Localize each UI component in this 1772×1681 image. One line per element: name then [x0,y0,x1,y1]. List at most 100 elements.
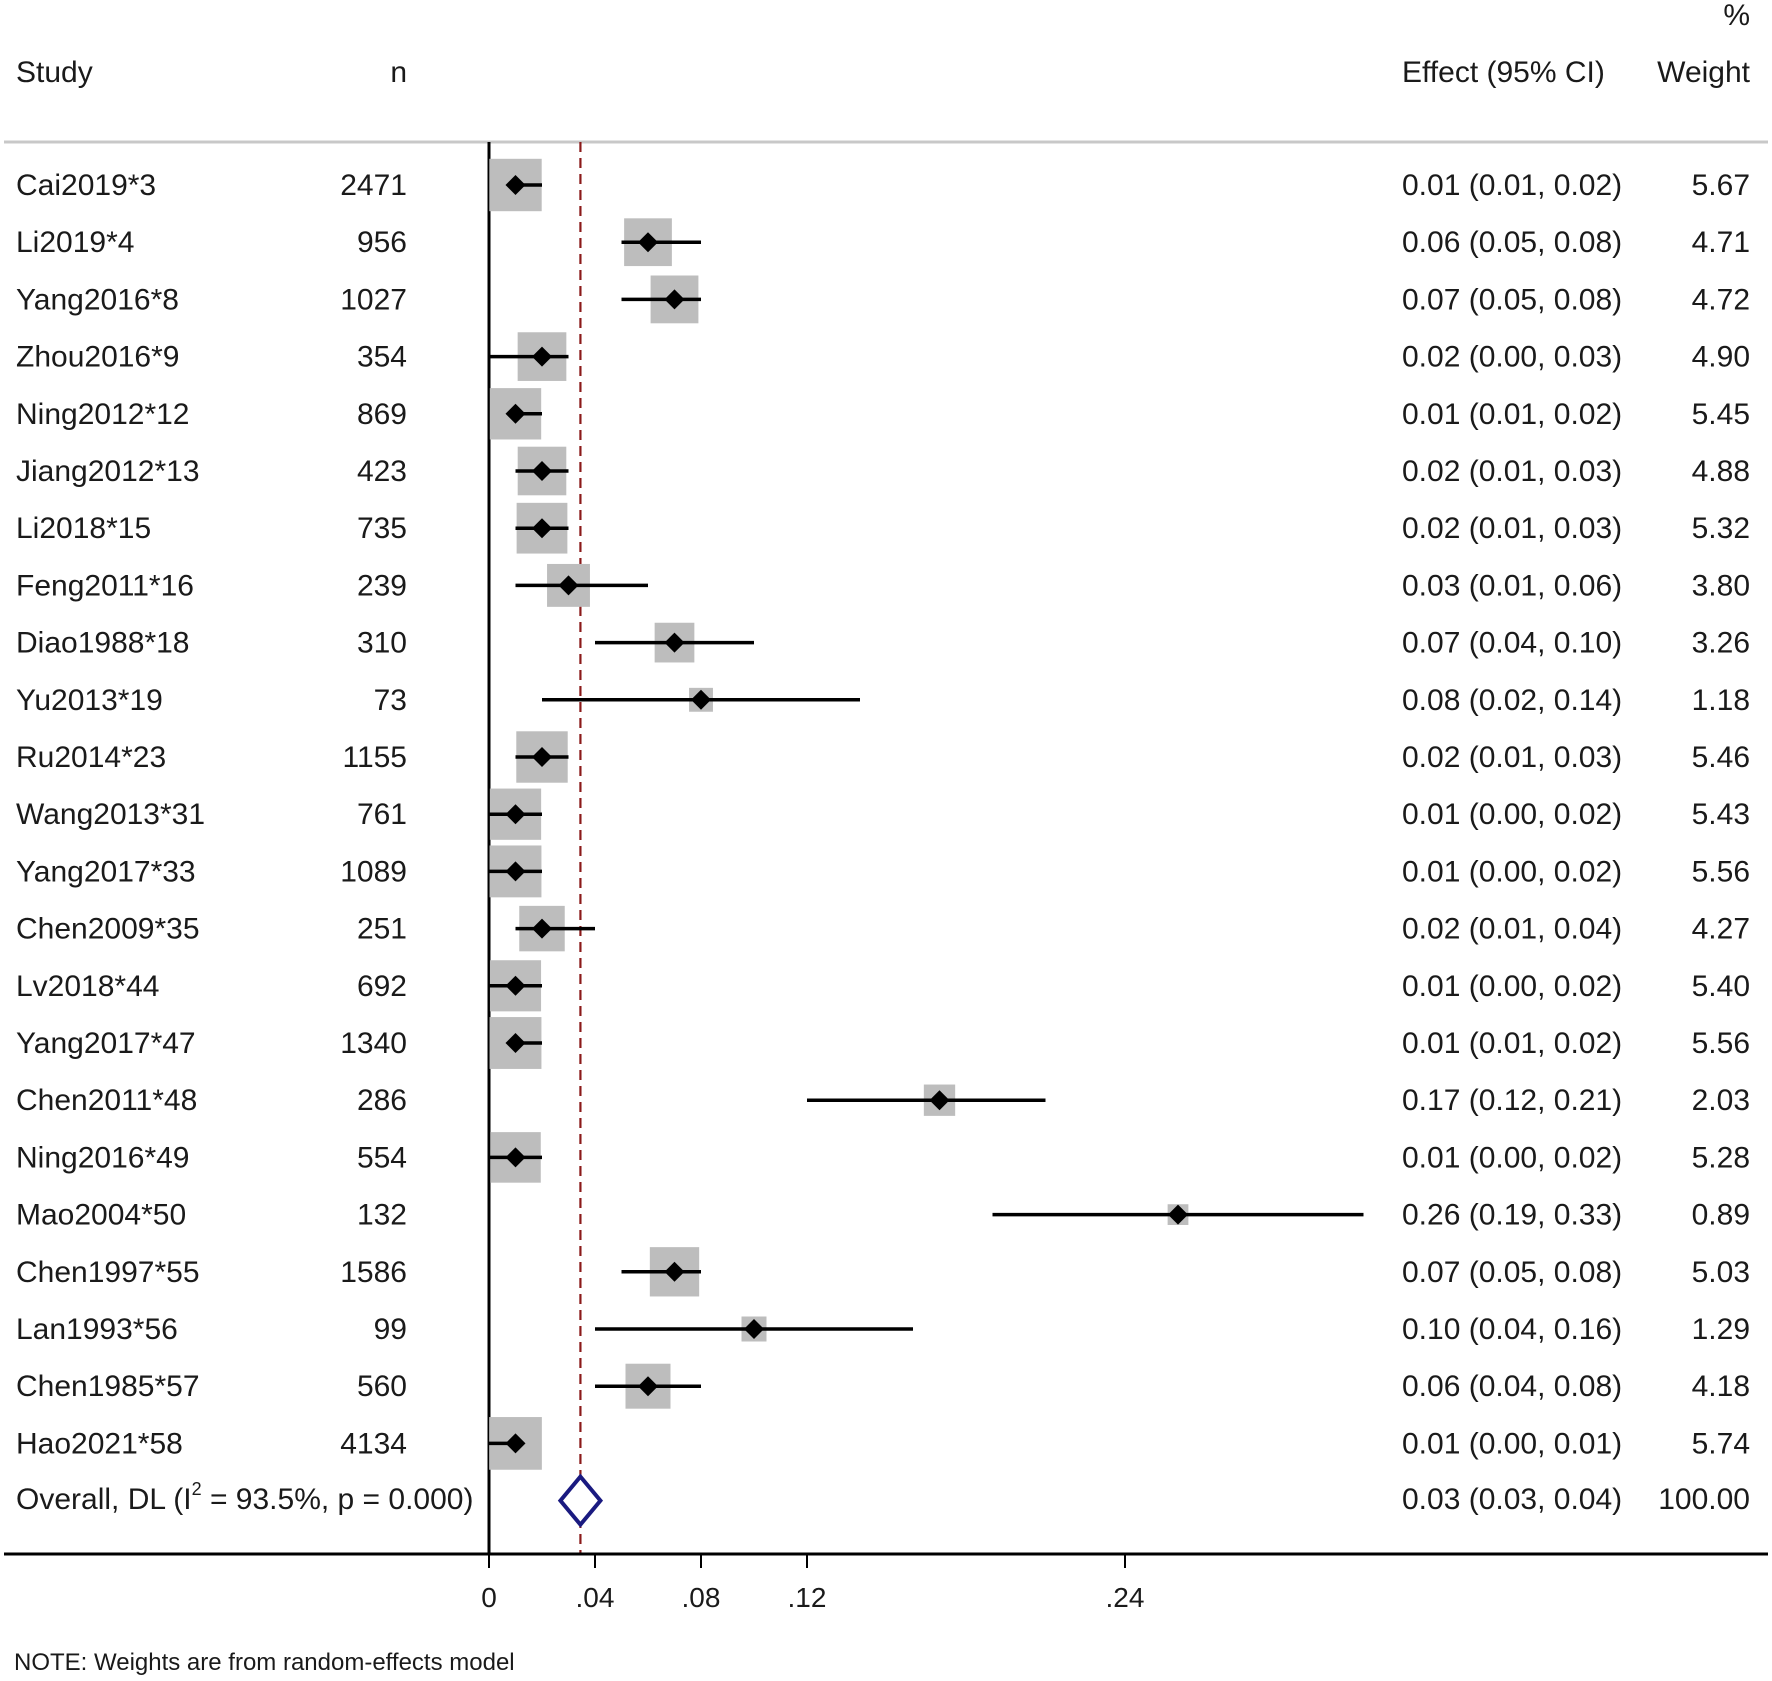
study-n: 1586 [340,1256,407,1289]
study-point-estimate [505,1147,526,1168]
study-weight-text: 4.72 [1692,283,1750,316]
study-n: 423 [357,455,407,488]
study-label: Lv2018*44 [16,970,159,1003]
overall-label-prefix: Overall, DL (I [16,1483,192,1516]
study-point-estimate [505,175,526,195]
study-weight-text: 4.90 [1692,341,1750,374]
overall-row: Overall, DL (I2 = 93.5%, p = 0.000) 0.03… [16,1479,1750,1516]
header-effect: Effect (95% CI) [1402,56,1605,89]
study-effect-text: 0.10 (0.04, 0.16) [1402,1313,1622,1346]
study-weight-text: 5.56 [1692,855,1750,888]
study-weight-text: 3.80 [1692,569,1750,602]
study-n: 239 [357,569,407,602]
study-effect-text: 0.01 (0.00, 0.02) [1402,1141,1622,1174]
study-row: Jiang2012*13 423 0.02 (0.01, 0.03) 4.88 [16,446,1750,496]
study-label: Wang2013*31 [16,798,205,831]
plot-area [487,142,604,1554]
study-row: Chen2011*48 286 0.17 (0.12, 0.21) 2.03 [16,1084,1750,1117]
study-effect-text: 0.07 (0.05, 0.08) [1402,1256,1622,1289]
study-label: Yang2017*47 [16,1027,196,1060]
study-effect-text: 0.07 (0.05, 0.08) [1402,283,1622,316]
study-n: 1155 [342,741,407,774]
study-label: Ning2016*49 [16,1141,189,1174]
study-weight-text: 5.03 [1692,1256,1750,1289]
study-effect-text: 0.01 (0.00, 0.02) [1402,970,1622,1003]
study-label: Li2019*4 [16,226,134,259]
study-point-estimate [691,689,711,710]
study-point-estimate [1168,1204,1188,1225]
study-row: Hao2021*58 4134 0.01 (0.00, 0.01) 5.74 [16,1417,1750,1470]
study-n: 2471 [340,169,407,202]
study-label: Feng2011*16 [16,569,194,602]
study-point-estimate [664,632,685,653]
study-effect-text: 0.03 (0.01, 0.06) [1402,569,1622,602]
study-weight-text: 5.43 [1692,798,1750,831]
header-weight-pct: % [1723,0,1750,32]
study-label: Chen1997*55 [16,1256,200,1289]
study-label: Chen1985*57 [16,1370,200,1403]
overall-label-sup: 2 [192,1479,202,1499]
study-point-estimate [505,804,526,825]
study-row: Ning2016*49 554 0.01 (0.00, 0.02) 5.28 [16,1132,1750,1183]
study-effect-text: 0.02 (0.00, 0.03) [1402,341,1622,374]
x-axis-ticks: 0 .04 .08 .12 .24 [481,1554,1144,1613]
study-weight-text: 4.18 [1692,1370,1750,1403]
study-rows: Cai2019*3 2471 0.01 (0.01, 0.02) 5.67 Li2019… [16,158,1750,1470]
study-label: Hao2021*58 [16,1427,183,1460]
study-label: Mao2004*50 [16,1199,186,1232]
study-weight-text: 5.74 [1692,1427,1750,1460]
study-n: 1027 [340,283,407,316]
study-n: 869 [357,398,407,431]
study-effect-text: 0.01 (0.00, 0.01) [1402,1427,1622,1460]
study-n: 310 [357,627,407,660]
study-label: Yang2016*8 [16,283,179,316]
study-weight-text: 1.29 [1692,1313,1750,1346]
study-weight-text: 5.46 [1692,741,1750,774]
study-n: 354 [357,341,407,374]
study-point-estimate [532,518,552,539]
study-row: Yang2017*47 1340 0.01 (0.01, 0.02) 5.56 [16,1017,1750,1069]
study-n: 560 [357,1370,407,1403]
study-label: Cai2019*3 [16,169,156,202]
study-n: 99 [374,1313,407,1346]
study-label: Lan1993*56 [16,1313,178,1346]
study-label: Yu2013*19 [16,684,163,717]
x-tick-label: .08 [682,1582,721,1613]
study-label: Yang2017*33 [16,855,196,888]
study-n: 132 [357,1199,407,1232]
x-tick-label: .12 [788,1582,827,1613]
x-tick-label: 0 [481,1582,497,1613]
study-row: Lv2018*44 692 0.01 (0.00, 0.02) 5.40 [16,960,1750,1012]
study-row: Chen2009*35 251 0.02 (0.01, 0.04) 4.27 [16,905,1750,952]
study-point-estimate [558,575,579,596]
study-label: Jiang2012*13 [16,455,200,488]
study-effect-text: 0.08 (0.02, 0.14) [1402,684,1622,717]
study-weight-text: 5.32 [1692,512,1750,545]
study-label: Ning2012*12 [16,398,189,431]
study-weight-text: 2.03 [1692,1084,1750,1117]
study-n: 554 [357,1141,407,1174]
study-weight-text: 5.67 [1692,169,1750,202]
study-effect-text: 0.02 (0.01, 0.04) [1402,913,1622,946]
x-tick-label: .24 [1106,1582,1145,1613]
study-effect-text: 0.01 (0.01, 0.02) [1402,398,1622,431]
study-n: 761 [357,798,407,831]
study-n: 73 [374,684,407,717]
study-point-estimate [505,1433,526,1454]
x-tick-label: .04 [576,1582,615,1613]
study-effect-text: 0.06 (0.04, 0.08) [1402,1370,1622,1403]
study-effect-text: 0.26 (0.19, 0.33) [1402,1199,1622,1232]
study-effect-text: 0.01 (0.01, 0.02) [1402,169,1622,202]
study-effect-text: 0.01 (0.00, 0.02) [1402,855,1622,888]
study-point-estimate [664,1261,685,1282]
study-effect-text: 0.02 (0.01, 0.03) [1402,455,1622,488]
study-row: Feng2011*16 239 0.03 (0.01, 0.06) 3.80 [16,563,1750,607]
footnote: NOTE: Weights are from random-effects mo… [14,1649,515,1676]
study-weight-text: 3.26 [1692,627,1750,660]
study-point-estimate [505,1033,526,1053]
study-row: Li2018*15 735 0.02 (0.01, 0.03) 5.32 [16,502,1750,554]
header-study: Study [16,56,93,89]
study-row: Yang2016*8 1027 0.07 (0.05, 0.08) 4.72 [16,275,1750,324]
study-weight-text: 1.18 [1692,684,1750,717]
